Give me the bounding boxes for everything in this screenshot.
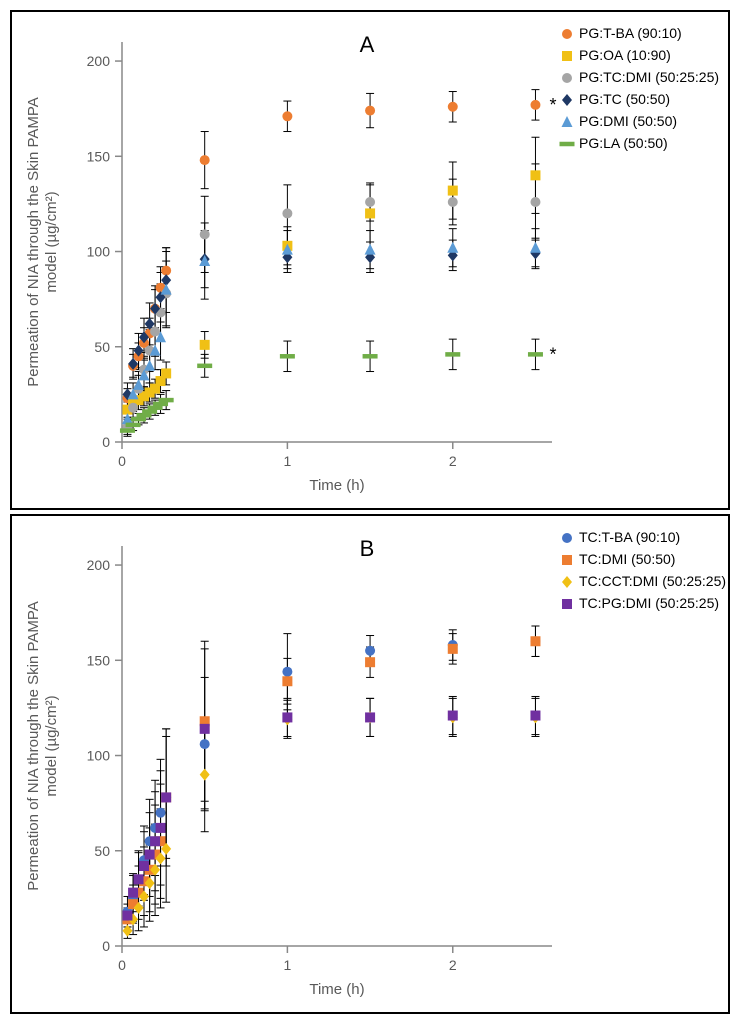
legend-label: PG:LA (50:50) xyxy=(579,135,668,151)
legend-label: TC:DMI (50:50) xyxy=(579,551,675,567)
data-point xyxy=(448,186,458,196)
data-point xyxy=(282,208,292,218)
data-point xyxy=(199,255,210,266)
data-point xyxy=(365,208,375,218)
data-point xyxy=(200,724,210,734)
data-point xyxy=(128,403,138,413)
y-axis-label: Permeation of NIA through the Skin PAMPA… xyxy=(25,97,60,387)
panel-label: B xyxy=(360,536,375,561)
svg-text:50: 50 xyxy=(94,339,110,355)
data-point xyxy=(365,646,375,656)
svg-text:150: 150 xyxy=(87,652,111,668)
data-point xyxy=(200,340,210,350)
y-axis-label: Permeation of NIA through the Skin PAMPA… xyxy=(25,601,60,891)
data-point xyxy=(197,364,212,369)
svg-text:200: 200 xyxy=(87,557,111,573)
data-point xyxy=(448,102,458,112)
svg-text:0: 0 xyxy=(118,453,126,469)
data-point xyxy=(150,836,160,846)
data-point xyxy=(365,197,375,207)
data-point xyxy=(128,888,138,898)
data-point xyxy=(365,106,375,116)
data-point xyxy=(159,398,174,403)
data-point xyxy=(447,242,458,253)
data-point xyxy=(365,657,375,667)
data-point xyxy=(200,769,210,781)
data-point xyxy=(448,644,458,654)
x-axis-label: Time (h) xyxy=(309,477,364,494)
legend-label: PG:T-BA (90:10) xyxy=(579,25,682,41)
data-point xyxy=(365,244,376,255)
svg-text:0: 0 xyxy=(102,434,110,450)
data-point xyxy=(200,155,210,165)
svg-text:200: 200 xyxy=(87,53,111,69)
legend-label: TC:T-BA (90:10) xyxy=(579,529,680,545)
panel-b: 0 1 2 0 50 100 150 200 Time (h) Permeation of NIA… xyxy=(10,514,730,1014)
svg-text:150: 150 xyxy=(87,148,111,164)
data-point xyxy=(200,739,210,749)
significance-star: * xyxy=(549,344,556,364)
chart-svg: 0 1 2 0 50 100 150 200 Time (h) Permeation of NIA… xyxy=(12,12,728,508)
data-point xyxy=(448,711,458,721)
svg-text:2: 2 xyxy=(449,957,457,973)
significance-star: * xyxy=(549,95,556,115)
data-point xyxy=(528,352,543,357)
data-point xyxy=(365,712,375,722)
svg-text:0: 0 xyxy=(102,938,110,954)
data-point xyxy=(530,170,540,180)
data-point xyxy=(145,850,155,860)
data-point xyxy=(126,423,141,428)
legend-label: PG:TC (50:50) xyxy=(579,91,670,107)
data-point xyxy=(445,352,460,357)
data-point xyxy=(282,667,292,677)
data-point xyxy=(530,197,540,207)
svg-text:2: 2 xyxy=(449,453,457,469)
legend-label: TC:PG:DMI (50:25:25) xyxy=(579,595,719,611)
legend-label: TC:CCT:DMI (50:25:25) xyxy=(579,573,726,589)
legend-label: PG:DMI (50:50) xyxy=(579,113,677,129)
data-point xyxy=(363,354,378,359)
data-point xyxy=(530,100,540,110)
data-point xyxy=(139,861,149,871)
svg-text:100: 100 xyxy=(87,748,111,764)
data-point xyxy=(530,711,540,721)
data-point xyxy=(282,676,292,686)
data-point xyxy=(282,712,292,722)
data-point xyxy=(156,808,166,818)
svg-text:1: 1 xyxy=(283,957,291,973)
data-point xyxy=(134,874,144,884)
legend-label: PG:OA (10:90) xyxy=(579,47,671,63)
data-point xyxy=(530,242,541,253)
svg-text:0: 0 xyxy=(118,957,126,973)
svg-text:50: 50 xyxy=(94,843,110,859)
data-point xyxy=(156,823,166,833)
data-point xyxy=(530,636,540,646)
data-point xyxy=(282,111,292,121)
data-point xyxy=(161,266,171,276)
data-point xyxy=(161,792,171,802)
data-point xyxy=(161,368,171,378)
data-point xyxy=(448,197,458,207)
svg-text:1: 1 xyxy=(283,453,291,469)
panel-a: 0 1 2 0 50 100 150 200 Time (h) Permeation of NIA… xyxy=(10,10,730,510)
x-axis-label: Time (h) xyxy=(309,981,364,998)
legend-label: PG:TC:DMI (50:25:25) xyxy=(579,69,719,85)
data-point xyxy=(200,229,210,239)
svg-text:100: 100 xyxy=(87,244,111,260)
panel-label: A xyxy=(360,32,375,57)
data-point xyxy=(120,428,135,433)
data-point xyxy=(280,354,295,359)
data-point xyxy=(150,327,160,337)
data-point xyxy=(133,379,144,390)
figure: 012050100150200Time (h)Permeation of NIA… xyxy=(10,10,730,1014)
data-point xyxy=(122,911,132,921)
chart-svg: 0 1 2 0 50 100 150 200 Time (h) Permeation of NIA… xyxy=(12,516,728,1012)
